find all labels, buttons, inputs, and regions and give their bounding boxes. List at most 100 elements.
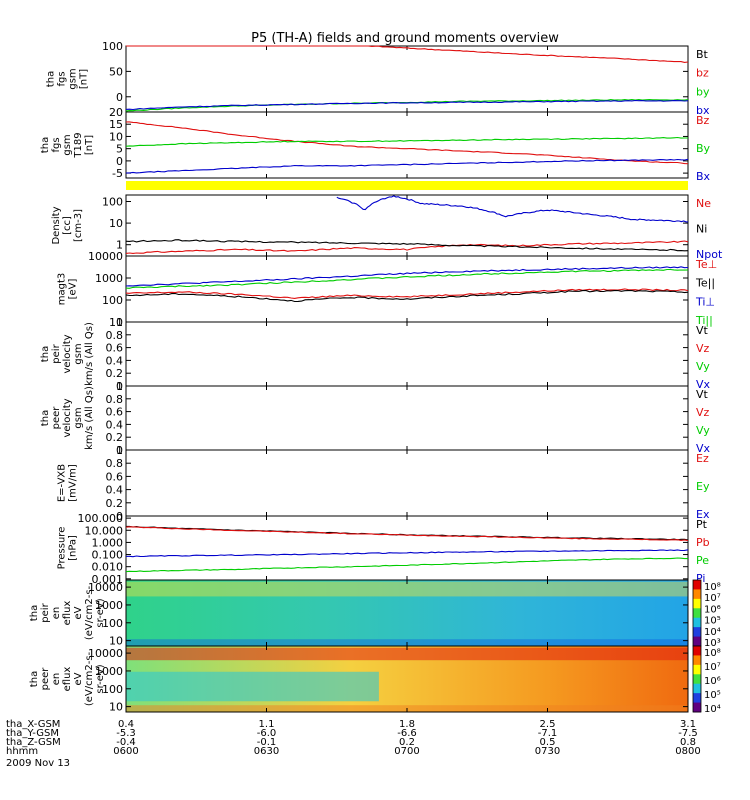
x-row-value: 0600 xyxy=(113,746,138,757)
x-row-value: -5.3 xyxy=(116,728,136,739)
y-axis-label-line: tha xyxy=(40,346,51,362)
y-tick-label: 10 xyxy=(109,701,123,714)
panel-frame xyxy=(125,385,689,451)
y-axis-label-line: magt3 xyxy=(57,273,68,306)
y-tick-label: 10000 xyxy=(88,250,123,263)
legend-label: Ni xyxy=(696,223,707,236)
y-tick-label: 1 xyxy=(116,380,123,393)
legend-label: Pt xyxy=(696,518,708,531)
y-axis-label-line: eV xyxy=(73,606,84,619)
x-row-value: 3.1 xyxy=(680,719,696,730)
y-axis-label-line: gsm xyxy=(73,407,84,428)
y-tick-label: 0.001 xyxy=(92,573,124,586)
series-line-pb xyxy=(125,526,689,542)
y-tick-label: 15 xyxy=(109,118,123,131)
y-axis-label-line: (eV/cm2-s- xyxy=(84,651,95,706)
panel-peir_spec: 10⁸10⁷10⁶10⁵10⁴10³10000100010010thapeire… xyxy=(29,579,721,649)
y-tick-label: 50 xyxy=(109,65,123,78)
y-tick-label: 10 xyxy=(109,316,123,329)
series-line-te xyxy=(125,289,689,303)
x-row-value: 0.2 xyxy=(399,737,415,748)
y-axis-label-line: [nT] xyxy=(84,135,95,155)
series-line-te xyxy=(125,288,689,299)
y-tick-label: 1000 xyxy=(95,272,123,285)
y-axis-label-line: tha xyxy=(40,410,51,426)
legend-label: By xyxy=(696,142,711,155)
legend-label: Ti⊥ xyxy=(695,295,715,308)
y-tick-label: 1000 xyxy=(95,599,123,612)
legend-label: Pe xyxy=(696,554,709,567)
x-row-value: 0800 xyxy=(675,746,700,757)
y-axis-label-line: peir xyxy=(40,602,51,622)
colorbar-segment xyxy=(693,655,701,666)
colorbar-tick-label: 10⁸ xyxy=(704,648,721,659)
x-row-value: -0.1 xyxy=(257,737,277,748)
panel-frame xyxy=(125,194,689,257)
y-axis-label: thapeervelocitygsmkm/s (All Qs) xyxy=(40,386,95,450)
y-axis-label-line: [mV/m] xyxy=(68,464,79,502)
y-axis-label-line: [nT] xyxy=(79,69,90,89)
panel-frame xyxy=(125,111,689,179)
y-tick-label: 20 xyxy=(109,106,123,119)
y-axis-label-line: eflux xyxy=(62,667,73,692)
y-tick-label: 0.2 xyxy=(106,431,124,444)
colorbar-tick-label: 10⁸ xyxy=(704,582,721,593)
y-tick-label: 0.2 xyxy=(106,367,124,380)
y-tick-label: 100 xyxy=(102,40,123,53)
y-tick-label: 10 xyxy=(109,130,123,143)
figure-title: P5 (TH-A) fields and ground moments over… xyxy=(251,31,559,46)
legend-label: Pi xyxy=(696,572,705,585)
colorbar-segment xyxy=(693,617,701,628)
y-tick-label: 0 xyxy=(116,155,123,168)
y-axis-label: thafgsgsm[nT] xyxy=(46,68,90,89)
y-tick-label: 10000 xyxy=(88,647,123,660)
y-tick-label: 0 xyxy=(116,444,123,457)
spectrogram-image xyxy=(126,580,688,646)
y-tick-label: 0.6 xyxy=(106,342,124,355)
y-tick-label: 1000 xyxy=(95,665,123,678)
legend-label: Ti|| xyxy=(695,314,713,327)
x-row-value: 0.4 xyxy=(118,719,134,730)
series-line-ni xyxy=(125,239,689,252)
y-axis-label: Density[cc][cm-3] xyxy=(51,206,84,244)
colorbar-tick-label: 10⁴ xyxy=(704,627,721,638)
y-axis-label-line: peir xyxy=(51,343,62,363)
colorbar-tick-label: 10⁷ xyxy=(704,662,721,673)
y-tick-label: 1 xyxy=(116,239,123,252)
fill-bar xyxy=(126,181,688,190)
y-axis-label-line: [cm-3] xyxy=(73,209,84,242)
y-axis-label-line: [nPa] xyxy=(68,535,79,561)
y-tick-label: 1.000 xyxy=(92,536,124,549)
y-axis-label-line: tha xyxy=(29,605,40,621)
y-axis-label-line: en xyxy=(51,607,62,620)
y-tick-label: 100 xyxy=(102,294,123,307)
y-axis-label-line: peer xyxy=(40,667,51,691)
series-line-pi xyxy=(125,549,689,558)
series-line-bz xyxy=(126,45,689,63)
x-row-value: -0.4 xyxy=(116,737,136,748)
colorbar-tick-label: 10⁶ xyxy=(704,676,721,687)
legend-label: Ne xyxy=(696,197,711,210)
y-axis-label-line: Density xyxy=(51,206,62,244)
y-tick-label: 5 xyxy=(116,143,123,156)
x-row-label: hhmm xyxy=(6,746,38,757)
y-axis-label-line: tha xyxy=(46,71,57,87)
x-row-value: 0.5 xyxy=(540,737,556,748)
y-axis-label-line: velocity xyxy=(62,398,73,437)
colorbar-segment xyxy=(693,683,701,694)
legend-label: Vt xyxy=(696,324,709,337)
panel-fgs: 100 50 0 thafgsgsm[nT] Bt bz by bx xyxy=(46,40,710,117)
panel-frame xyxy=(125,449,689,517)
y-axis-label-line: gsm xyxy=(68,68,79,89)
panel-density: 100 10 1 Density[cc][cm-3] Ne Ni Npot xyxy=(51,194,723,261)
y-axis-label-line: [cc] xyxy=(62,216,73,235)
series-line-ne xyxy=(125,240,689,254)
y-tick-label: 0.4 xyxy=(106,484,124,497)
series-line-npot xyxy=(336,195,689,223)
legend-label: Te|| xyxy=(695,277,715,290)
y-axis-label-line: velocity xyxy=(62,334,73,373)
y-tick-label: 0.2 xyxy=(106,497,124,510)
y-tick-label: 0.010 xyxy=(92,561,124,574)
